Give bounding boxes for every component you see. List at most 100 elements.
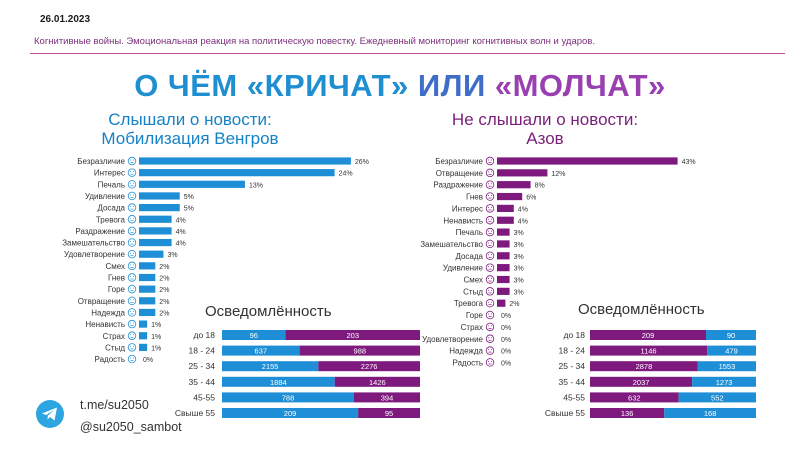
left-bar <box>139 308 156 317</box>
left-bar-value: 5% <box>184 206 194 213</box>
right-panel-title: Не слышали о новости: Азов <box>410 110 680 148</box>
right-bar <box>497 264 510 272</box>
left-category-label: Досада <box>97 204 125 213</box>
right-category-label: Отвращение <box>436 169 484 178</box>
right-hope-icon <box>485 346 495 355</box>
right-joy-face-icon <box>485 358 495 367</box>
right-interest-icon <box>485 204 495 213</box>
right-surprised-face-icon <box>485 263 495 272</box>
left-bar <box>139 169 335 177</box>
left-category-label: Стыд <box>105 343 125 352</box>
right-awareness-value: 136 <box>621 409 634 418</box>
right-bar <box>497 181 531 189</box>
left-bar <box>139 157 351 165</box>
right-bar-value: 43% <box>682 159 696 166</box>
right-category-label: Тревога <box>454 299 484 308</box>
left-sad-face-icon <box>127 180 137 189</box>
left-awareness-bar <box>299 345 420 356</box>
right-bar-value: 8% <box>535 183 545 190</box>
left-awareness-bar <box>354 392 420 403</box>
left-joy-face-icon <box>127 354 137 364</box>
left-category-label: Надежда <box>91 308 125 317</box>
headline: О ЧЁМ «КРИЧАТ» ИЛИ «МОЛЧАТ» <box>0 68 800 104</box>
left-awareness-bar <box>222 345 300 356</box>
left-confused-face-icon <box>127 238 137 247</box>
right-age-label: 25 - 34 <box>559 361 586 371</box>
right-shame-face-icon <box>485 287 495 296</box>
left-awareness-value: 2155 <box>262 362 279 371</box>
left-hope-icon <box>127 308 137 317</box>
left-awareness-value: 209 <box>284 409 297 418</box>
left-bar <box>139 238 172 247</box>
right-bar <box>497 287 510 295</box>
right-bar-value: 12% <box>551 171 565 178</box>
right-bar-value: 3% <box>514 254 524 261</box>
right-bar-value: 3% <box>514 230 524 237</box>
left-awareness-value: 1426 <box>369 378 386 387</box>
left-bar <box>139 204 180 212</box>
left-age-label: до 18 <box>193 330 215 340</box>
right-category-label: Безразличие <box>435 157 483 166</box>
left-bar <box>139 192 180 200</box>
left-angry-face-icon <box>127 273 137 282</box>
right-bar <box>497 275 510 284</box>
left-bar-value: 4% <box>176 217 186 224</box>
right-anxious-face-icon <box>485 299 495 308</box>
right-bar-value: 2% <box>509 301 519 308</box>
left-surprised-face-icon <box>127 191 137 201</box>
right-category-label: Смех <box>463 276 483 285</box>
left-bar <box>139 297 156 305</box>
right-grief-face-icon <box>485 310 495 320</box>
left-bar-value: 2% <box>159 287 169 294</box>
right-category-label: Гнев <box>466 193 483 202</box>
right-bar-value: 0% <box>501 360 511 367</box>
right-awareness-value: 1146 <box>640 347 656 356</box>
telegram-plane-glyph <box>42 407 57 421</box>
left-bar-value: 1% <box>151 322 161 329</box>
right-awareness-bar <box>590 345 708 356</box>
right-bar <box>497 252 510 260</box>
right-age-label: 45-55 <box>563 392 585 402</box>
left-category-label: Замешательство <box>62 239 125 248</box>
right-bar-value: 0% <box>501 349 511 356</box>
left-awareness-bar <box>334 376 420 387</box>
left-category-label: Интерес <box>94 169 125 178</box>
left-awareness-bar <box>318 361 420 372</box>
left-anxious-face-icon <box>127 215 137 224</box>
left-bar-value: 0% <box>143 357 153 364</box>
left-bar <box>139 320 148 328</box>
left-bar <box>139 343 148 351</box>
left-bar-value: 5% <box>184 194 194 201</box>
telegram-bot-handle[interactable]: @su2050_sambot <box>80 420 182 434</box>
right-awareness-bar <box>590 392 679 403</box>
right-bar-value: 3% <box>514 278 524 285</box>
left-bar-value: 2% <box>159 299 169 306</box>
right-category-label: Страх <box>461 323 483 332</box>
left-category-label: Тревога <box>96 215 126 224</box>
right-bar <box>497 240 510 248</box>
right-bar <box>497 157 678 165</box>
left-bar-value: 3% <box>167 252 177 259</box>
left-laughing-face-icon <box>127 261 137 271</box>
left-panel-title-line2: Мобилизация Венгров <box>101 129 279 148</box>
telegram-channel-link[interactable]: t.me/su2050 <box>80 398 149 412</box>
left-category-label: Ненависть <box>85 320 125 329</box>
left-bar <box>139 262 156 270</box>
right-panel-title-line2: Азов <box>526 129 564 148</box>
left-hate-face-icon <box>127 319 137 329</box>
left-awareness-value: 988 <box>354 347 367 356</box>
right-category-label: Надежда <box>449 347 483 356</box>
right-annoyed-face-icon <box>485 251 495 260</box>
telegram-icon[interactable] <box>36 400 64 428</box>
left-category-label: Гнев <box>108 274 125 283</box>
left-bar-value: 26% <box>355 159 369 166</box>
right-bar-value: 3% <box>514 266 524 273</box>
left-fear-face-icon <box>127 331 137 340</box>
right-age-label: до 18 <box>563 330 585 340</box>
left-awareness-bar <box>222 392 354 403</box>
right-bar-value: 3% <box>514 289 524 296</box>
right-awareness-value: 2037 <box>633 378 650 387</box>
right-irritated-face-icon <box>485 180 495 189</box>
left-interest-icon <box>127 168 137 177</box>
